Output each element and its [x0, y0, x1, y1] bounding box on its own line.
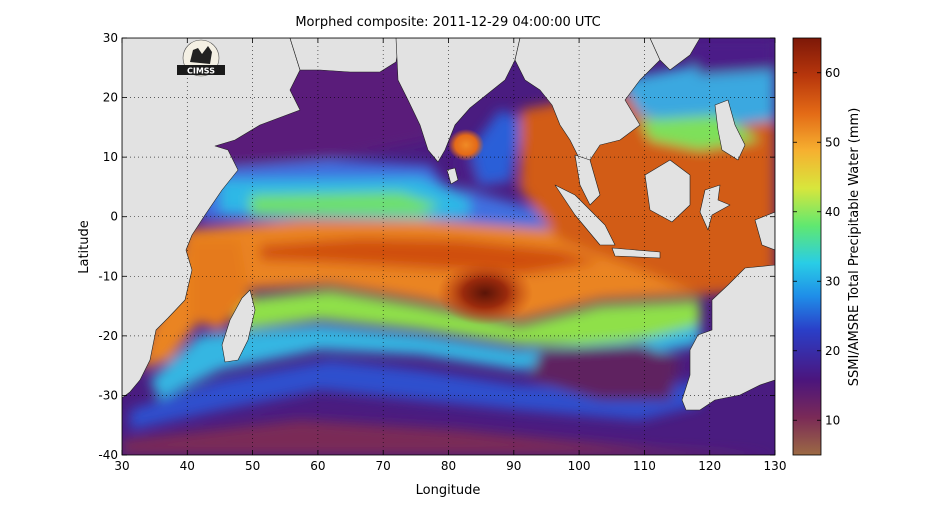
- y-tick-label: -10: [98, 269, 118, 283]
- colorbar-tick-label: 50: [825, 135, 840, 149]
- x-tick-label: 100: [568, 459, 591, 473]
- tpw-south-blue: [130, 360, 700, 430]
- y-tick-label: 20: [103, 91, 118, 105]
- x-tick-label: 30: [114, 459, 129, 473]
- colorbar-tick-label: 20: [825, 344, 840, 358]
- grid: [122, 38, 775, 455]
- land: [122, 38, 775, 411]
- y-tick-label: 10: [103, 150, 118, 164]
- colorbar-tick-label: 30: [825, 274, 840, 288]
- land-java: [611, 247, 661, 259]
- colorbar: 10 20 30 40 50 60 SSMI/AMSRE Total Precipitab…: [792, 37, 862, 456]
- colorbar-tick-label: 60: [825, 66, 840, 80]
- land-africa-arabia: [122, 38, 301, 399]
- x-axis-ticks: 30 40 50 60 70 80 90 100 110 120 130: [114, 38, 786, 473]
- x-tick-label: 110: [633, 459, 656, 473]
- land-sulawesi: [699, 184, 731, 231]
- logo-text: CIMSS: [187, 67, 215, 76]
- y-axis-label: Latitude: [77, 220, 92, 274]
- y-tick-label: 0: [110, 210, 118, 224]
- tpw-bay-blue: [470, 110, 525, 185]
- x-tick-label: 70: [376, 459, 391, 473]
- colorbar-tick-label: 10: [825, 413, 840, 427]
- cimss-logo: CIMSS: [177, 39, 225, 77]
- colorbar-ticks: 10 20 30 40 50 60: [793, 66, 840, 427]
- land-madagascar: [221, 289, 256, 363]
- y-tick-label: -40: [98, 448, 118, 462]
- colorbar-label: SSMI/AMSRE Total Precipitable Water (mm): [847, 108, 862, 387]
- land-borneo: [644, 159, 691, 223]
- colorbar-ramp: [792, 37, 822, 456]
- x-tick-label: 40: [180, 459, 195, 473]
- tpw-south-cyan: [150, 325, 700, 400]
- tpw-band-green-north: [250, 192, 440, 215]
- x-tick-label: 80: [441, 459, 456, 473]
- tpw-belt-dark: [260, 238, 600, 275]
- x-tick-label: 130: [764, 459, 787, 473]
- chart-title: Morphed composite: 2011-12-29 04:00:00 U…: [295, 15, 600, 30]
- x-tick-label: 60: [310, 459, 325, 473]
- land-sumatra: [554, 184, 616, 246]
- colorbar-tick-label: 40: [825, 205, 840, 219]
- x-axis-label: Longitude: [416, 483, 481, 498]
- x-tick-label: 90: [506, 459, 521, 473]
- tpw-south-brown: [530, 345, 680, 400]
- tpw-ne-purple: [680, 38, 775, 75]
- x-tick-label: 120: [698, 459, 721, 473]
- land-philippines: [714, 99, 746, 161]
- y-tick-label: 30: [103, 31, 118, 45]
- land-australia: [681, 264, 775, 411]
- land-new-guinea: [754, 211, 775, 251]
- y-axis-ticks: 30 20 10 0 -10 -20 -30 -40: [98, 31, 775, 462]
- y-tick-label: -30: [98, 388, 118, 402]
- plot-area: CIMSS: [122, 38, 775, 455]
- land-sri-lanka: [446, 167, 459, 185]
- cyclone-south: [437, 261, 533, 325]
- land-malay: [574, 154, 601, 206]
- x-tick-label: 50: [245, 459, 260, 473]
- tpw-south-dry: [122, 420, 775, 455]
- land-china-coast: [649, 38, 701, 71]
- cyclone-north: [448, 129, 484, 161]
- y-tick-label: -20: [98, 329, 118, 343]
- tpw-mozambique: [190, 240, 250, 330]
